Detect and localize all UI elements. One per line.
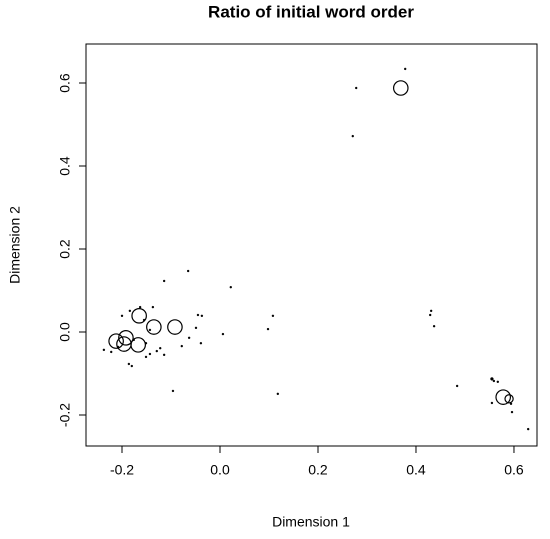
point: [120, 314, 124, 318]
point: [131, 308, 147, 324]
point: [148, 352, 152, 356]
point: [271, 314, 275, 318]
point: [187, 336, 191, 340]
x-tick-label: -0.2: [110, 462, 134, 478]
point: [144, 355, 148, 359]
chart-title: Ratio of initial word order: [208, 2, 414, 21]
point: [432, 324, 436, 328]
y-tick-label: 0.2: [57, 239, 73, 259]
point: [162, 279, 166, 283]
point: [167, 319, 183, 335]
point: [194, 326, 198, 330]
point: [276, 392, 280, 396]
point: [118, 330, 134, 346]
point: [155, 349, 159, 353]
point: [492, 379, 496, 383]
point: [162, 353, 166, 357]
point: [148, 328, 152, 332]
point: [108, 333, 124, 349]
point: [144, 341, 148, 345]
point: [128, 309, 132, 313]
x-tick-label: 0.2: [308, 462, 328, 478]
x-tick-label: 0.4: [406, 462, 426, 478]
point: [196, 313, 200, 317]
point: [132, 338, 135, 342]
point: [146, 319, 162, 335]
point: [130, 364, 134, 368]
point: [180, 344, 183, 348]
point: [102, 348, 106, 352]
point: [429, 309, 433, 313]
point: [490, 401, 494, 405]
point: [504, 394, 514, 404]
point: [221, 332, 225, 336]
y-axis-label: Dimension 2: [7, 206, 23, 284]
point: [130, 337, 146, 353]
point: [151, 305, 155, 309]
plot-frame: [85, 43, 538, 447]
point: [199, 341, 203, 345]
x-tick-label: 0.0: [210, 462, 230, 478]
point: [510, 410, 514, 414]
point: [509, 402, 513, 406]
point: [200, 314, 204, 318]
point: [266, 327, 270, 331]
point: [526, 427, 530, 431]
point: [186, 269, 190, 273]
point: [159, 346, 162, 350]
x-axis-label: Dimension 1: [272, 514, 350, 530]
point: [351, 134, 354, 138]
point: [403, 67, 407, 71]
point: [428, 313, 432, 317]
y-tick-label: 0.6: [57, 73, 73, 93]
point: [142, 318, 146, 322]
point: [455, 384, 459, 388]
point: [138, 305, 142, 309]
x-tick-label: 0.6: [504, 462, 524, 478]
point: [110, 350, 113, 354]
y-tick-label: -0.2: [57, 403, 73, 427]
point: [354, 86, 358, 90]
y-tick-label: 0.4: [57, 156, 73, 176]
point: [392, 80, 409, 96]
y-tick-label: 0.0: [57, 322, 73, 342]
point: [116, 345, 120, 349]
point: [127, 362, 131, 366]
point: [171, 389, 175, 393]
point: [229, 285, 232, 289]
point: [495, 389, 511, 405]
point: [490, 377, 494, 381]
point: [496, 380, 500, 384]
